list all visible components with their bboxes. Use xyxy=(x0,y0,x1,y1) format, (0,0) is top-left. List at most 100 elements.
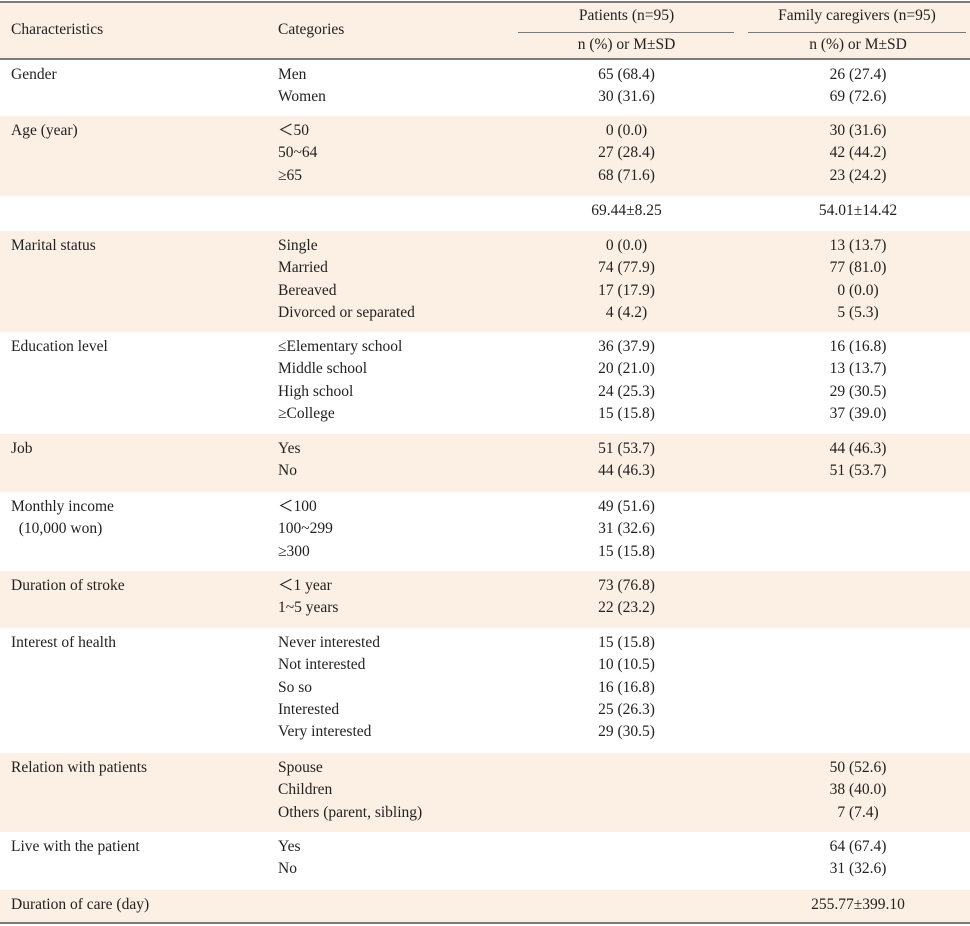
caregivers-cell: 0 (0.0) xyxy=(837,281,879,299)
caregivers-cell: 77 (81.0) xyxy=(829,259,887,277)
characteristic-cell: Gender xyxy=(11,66,57,83)
row-group: Job Yes 51 (53.7) 44 (46.3) No 44 (46.3) 51 (5… xyxy=(0,434,970,492)
header-patients: Patients (n=95) xyxy=(578,7,675,24)
row-group: Live with the patient Yes 64 (67.4) No 31 (3… xyxy=(0,832,970,890)
patients-cell: 49 (51.6) xyxy=(598,498,655,515)
caregivers-cell: 255.77±399.10 xyxy=(811,896,905,913)
characteristic-cell: Live with the patient xyxy=(11,838,140,855)
patients-cell: 29 (30.5) xyxy=(598,723,655,741)
category-cell: Very interested xyxy=(278,723,372,741)
category-cell: 1~5 years xyxy=(278,599,339,617)
category-cell: Children xyxy=(278,781,333,799)
row-group: Gender Men 65 (68.4) 26 (27.4) Women 30 (31.6… xyxy=(0,60,970,116)
characteristic-cell: Duration of care (day) xyxy=(11,896,150,913)
category-cell: Men xyxy=(278,66,307,83)
table-header: Characteristics Categories Patients (n=9… xyxy=(0,3,970,58)
caregivers-cell: 31 (32.6) xyxy=(829,860,887,878)
category-cell: No xyxy=(278,462,297,480)
category-cell: Women xyxy=(278,88,326,106)
characteristic-cell: (10,000 won) xyxy=(11,520,103,538)
row-group: Education level ≤Elementary school 36 (37.… xyxy=(0,332,970,434)
category-cell: Single xyxy=(278,237,318,254)
category-cell: Yes xyxy=(278,440,301,457)
caregivers-cell: 5 (5.3) xyxy=(837,303,879,321)
patients-cell: 0 (0.0) xyxy=(605,122,648,139)
category-cell: ≥65 xyxy=(278,166,303,184)
category-cell: ＜50 xyxy=(278,122,310,139)
header-patients-sub: n (%) or M±SD xyxy=(577,36,676,53)
category-cell: 50~64 xyxy=(278,144,318,162)
row-group: Relation with patients Spouse 50 (52.6) Chi… xyxy=(0,753,970,832)
characteristic-cell: Monthly income xyxy=(11,498,114,515)
caregivers-cell: 13 (13.7) xyxy=(829,237,887,254)
patients-cell: 15 (15.8) xyxy=(598,542,655,560)
characteristic-cell: Relation with patients xyxy=(11,759,148,776)
category-cell: Yes xyxy=(278,838,301,855)
category-cell: No xyxy=(278,860,297,878)
category-cell: Bereaved xyxy=(278,281,337,299)
category-cell: So so xyxy=(278,678,313,696)
patients-cell: 31 (32.6) xyxy=(598,520,655,538)
category-cell: ＜1 year xyxy=(278,577,332,594)
category-cell: ≥College xyxy=(278,404,335,422)
caregivers-cell: 23 (24.2) xyxy=(829,166,887,184)
patients-cell: 17 (17.9) xyxy=(598,281,655,299)
patients-cell: 73 (76.8) xyxy=(598,577,655,594)
table-top-rule xyxy=(0,1,970,3)
header-caregivers-rule xyxy=(748,32,966,33)
patients-cell: 51 (53.7) xyxy=(598,440,655,457)
row-group: Interest of health Never interested 15 (15… xyxy=(0,628,970,753)
category-cell: 100~299 xyxy=(278,520,333,538)
caregivers-cell: 30 (31.6) xyxy=(829,122,887,139)
patients-cell: 20 (21.0) xyxy=(598,360,655,378)
header-caregivers-sub: n (%) or M±SD xyxy=(809,36,907,53)
characteristic-cell: Education level xyxy=(11,338,108,355)
category-cell: ＜100 xyxy=(278,498,317,515)
header-characteristics: Characteristics xyxy=(11,21,104,38)
header-categories: Categories xyxy=(278,21,345,38)
patients-cell: 4 (4.2) xyxy=(605,303,648,321)
row-group: Monthly income ＜100 49 (51.6) (10,000 won)… xyxy=(0,492,970,571)
row-group: Marital status Single 0 (0.0) 13 (13.7) Marr… xyxy=(0,231,970,332)
patients-cell: 74 (77.9) xyxy=(598,259,655,277)
caregivers-cell: 54.01±14.42 xyxy=(818,202,898,219)
caregivers-cell: 29 (30.5) xyxy=(829,382,887,400)
category-cell: Married xyxy=(278,259,328,277)
caregivers-cell: 69 (72.6) xyxy=(829,88,887,106)
caregivers-cell: 51 (53.7) xyxy=(829,462,887,480)
caregivers-cell: 16 (16.8) xyxy=(829,338,887,355)
patients-cell: 10 (10.5) xyxy=(598,656,655,674)
category-cell: Middle school xyxy=(278,360,368,378)
category-cell: Others (parent, sibling) xyxy=(278,803,423,821)
caregivers-cell: 64 (67.4) xyxy=(829,838,887,855)
caregivers-cell: 7 (7.4) xyxy=(837,803,879,821)
row-group: Age (year) ＜50 0 (0.0) 30 (31.6) 50~64 27 (28… xyxy=(0,116,970,196)
patients-cell: 69.44±8.25 xyxy=(591,202,662,219)
category-cell: Interested xyxy=(278,700,340,718)
row-group: 69.44±8.25 54.01±14.42 xyxy=(0,196,970,231)
category-cell: Spouse xyxy=(278,759,323,776)
caregivers-cell: 42 (44.2) xyxy=(829,144,887,162)
row-group: Duration of stroke ＜1 year 73 (76.8) 1~5 ye… xyxy=(0,571,970,628)
caregivers-cell: 37 (39.0) xyxy=(829,404,887,422)
category-cell: High school xyxy=(278,382,354,400)
table-bottom-rule xyxy=(0,922,970,924)
category-cell: Not interested xyxy=(278,656,366,674)
header-patients-rule xyxy=(518,32,734,33)
patients-cell: 0 (0.0) xyxy=(605,237,648,254)
patients-cell: 24 (25.3) xyxy=(598,382,655,400)
patients-cell: 15 (15.8) xyxy=(598,404,655,422)
header-caregivers: Family caregivers (n=95) xyxy=(778,7,936,24)
caregivers-cell: 44 (46.3) xyxy=(829,440,887,457)
patients-cell: 44 (46.3) xyxy=(598,462,655,480)
patients-cell: 30 (31.6) xyxy=(598,88,655,106)
caregivers-cell: 26 (27.4) xyxy=(829,66,887,83)
category-cell: Divorced or separated xyxy=(278,303,415,321)
patients-cell: 68 (71.6) xyxy=(598,166,655,184)
caregivers-cell: 13 (13.7) xyxy=(829,360,887,378)
caregivers-cell: 50 (52.6) xyxy=(829,759,887,776)
characteristic-cell: Age (year) xyxy=(11,122,78,139)
patients-cell: 36 (37.9) xyxy=(598,338,655,355)
characteristic-cell: Marital status xyxy=(11,237,96,254)
